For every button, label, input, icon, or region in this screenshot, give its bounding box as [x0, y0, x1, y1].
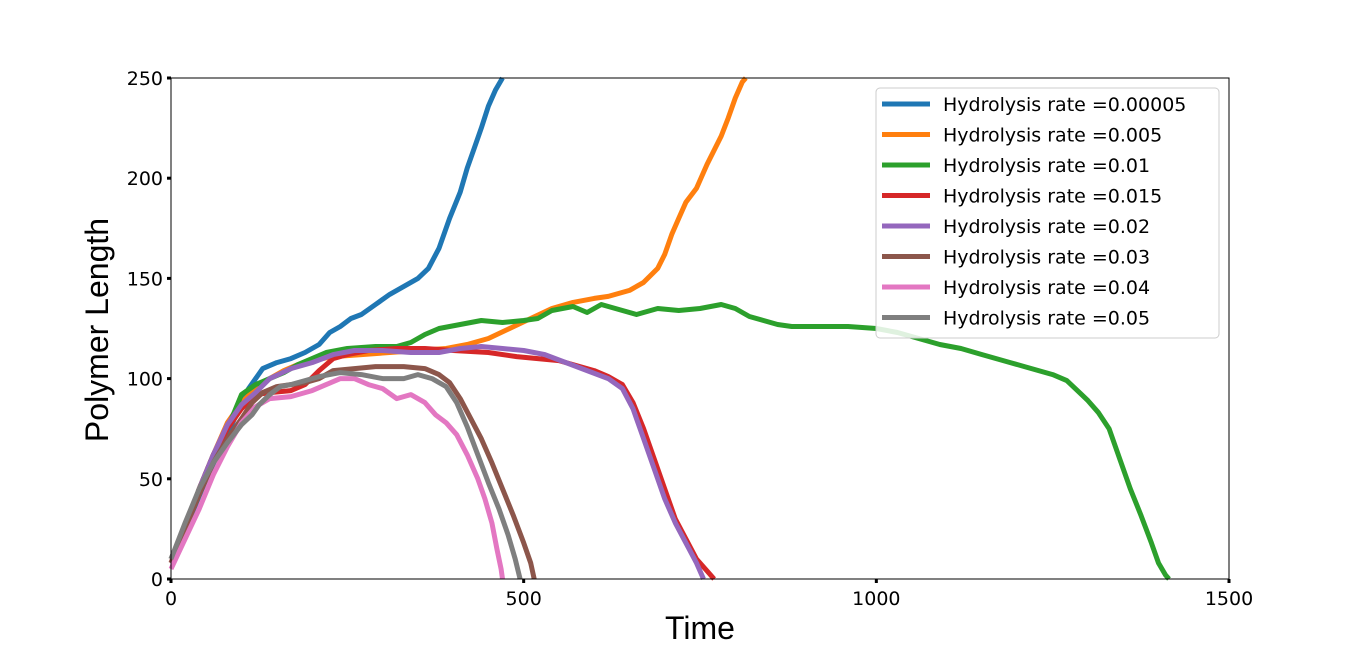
- x-tick-label: 500: [506, 588, 542, 610]
- legend-entry-label: Hydrolysis rate =0.04: [943, 277, 1150, 299]
- x-tick-label: 1000: [852, 588, 900, 610]
- series-line-5: [168, 364, 537, 580]
- series-line-2: [168, 302, 1171, 581]
- series-line-7: [168, 370, 523, 580]
- y-axis-ticks: 0 50 100 150 200 250: [127, 68, 171, 591]
- x-tick-label: 0: [165, 588, 177, 610]
- legend: Hydrolysis rate =0.00005 Hydrolysis rate …: [875, 87, 1220, 339]
- y-tick-label: 200: [127, 168, 163, 190]
- series-lines: [168, 76, 1171, 581]
- y-tick-label: 250: [127, 68, 163, 90]
- legend-box: [875, 87, 1220, 339]
- legend-entry-label: Hydrolysis rate =0.02: [943, 216, 1150, 238]
- y-tick-label: 150: [127, 268, 163, 290]
- legend-entry-label: Hydrolysis rate =0.00005: [943, 94, 1186, 116]
- series-line-4: [168, 344, 706, 581]
- legend-entry-label: Hydrolysis rate =0.005: [943, 125, 1162, 147]
- y-axis-label: Polymer Length: [79, 218, 115, 442]
- legend-entry-label: Hydrolysis rate =0.05: [943, 308, 1150, 330]
- legend-entry-label: Hydrolysis rate =0.015: [943, 186, 1162, 208]
- legend-entry-label: Hydrolysis rate =0.01: [943, 155, 1150, 177]
- y-tick-label: 50: [139, 469, 163, 491]
- legend-entry-label: Hydrolysis rate =0.03: [943, 247, 1150, 269]
- y-tick-label: 0: [151, 569, 163, 591]
- x-axis-label: Time: [665, 610, 735, 646]
- plot-frame: [170, 77, 1230, 580]
- y-tick-label: 100: [127, 369, 163, 391]
- x-tick-label: 1500: [1205, 588, 1253, 610]
